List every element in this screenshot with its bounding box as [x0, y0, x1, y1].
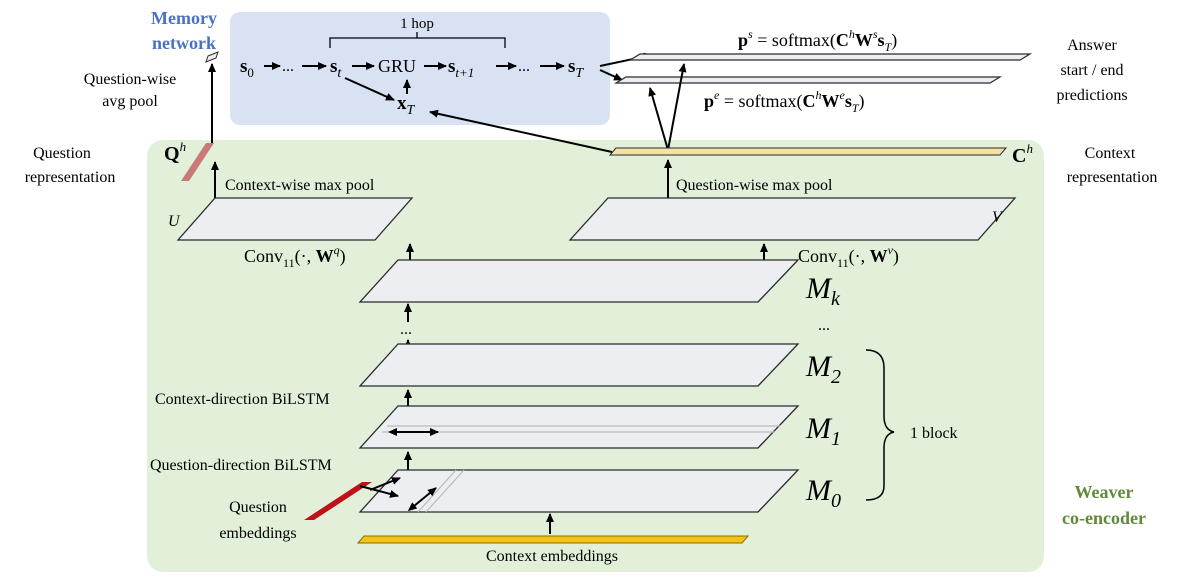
sT-node: sT — [568, 56, 584, 81]
crep-label-line1: Context — [1085, 145, 1136, 162]
weaver-title-line2: co-encoder — [1062, 508, 1146, 528]
gru-node: GRU — [378, 56, 416, 76]
st1-node: st+1 — [448, 56, 474, 80]
pe-layer — [613, 76, 1003, 84]
context-embeddings-bar — [356, 535, 750, 544]
V-label: V — [992, 209, 1004, 226]
c-emb-label: Context embeddings — [486, 548, 618, 565]
ps-layer — [627, 53, 1033, 61]
dots-left: ... — [400, 321, 412, 338]
chain-ellipsis-1: ... — [282, 58, 294, 75]
pe-formula: pe = softmax(ChWesT) — [704, 88, 865, 115]
dots-right: ... — [818, 317, 830, 334]
M0-label: M0 — [805, 474, 841, 512]
U-label: U — [168, 213, 181, 230]
hop-label: 1 hop — [400, 16, 434, 32]
question-bilstm-label: Question-direction BiLSTM — [150, 457, 332, 474]
answer-label-line1: Answer — [1067, 37, 1117, 54]
ps-formula: ps = softmax(ChWssT) — [738, 27, 897, 54]
xT-node: xT — [397, 93, 416, 118]
q-avg-pool-vector — [205, 51, 219, 63]
q-emb-label-line2: embeddings — [219, 525, 296, 542]
U-slab — [176, 197, 414, 241]
q-emb-label-line1: Question — [229, 499, 287, 516]
Mk-slab — [358, 259, 800, 303]
s0-node: s0 — [240, 56, 254, 80]
context-max-pool-label: Context-wise max pool — [225, 177, 375, 194]
memory-title-line1: Memory — [151, 8, 217, 28]
question-max-pool-label: Question-wise max pool — [676, 177, 833, 194]
M1-slab — [358, 405, 800, 449]
question-representation-bar — [181, 143, 214, 181]
ch-label: Ch — [1012, 141, 1033, 167]
M2-slab — [358, 343, 800, 387]
weaver-title-line1: Weaver — [1075, 482, 1134, 502]
context-representation-bar — [608, 147, 1008, 156]
qrep-label-line2: representation — [25, 169, 116, 186]
block-label: 1 block — [910, 425, 958, 442]
block-brace — [865, 349, 895, 501]
M1-label: M1 — [805, 412, 841, 450]
Mk-label: Mk — [805, 272, 841, 310]
conv-q-label: Conv11(·, Wq) — [244, 243, 346, 270]
avg-pool-label-line1: Question-wise — [84, 71, 176, 88]
conv-v-label: Conv11(·, Wv) — [798, 243, 899, 270]
M2-label: M2 — [805, 350, 841, 388]
qrep-label-line1: Question — [33, 145, 91, 162]
memory-title-line2: network — [152, 33, 216, 53]
answer-label-line2: start / end — [1060, 62, 1123, 79]
context-bilstm-label: Context-direction BiLSTM — [155, 391, 330, 408]
M0-slab — [358, 469, 800, 513]
qh-label: Qh — [164, 139, 186, 165]
answer-label-line3: predictions — [1056, 87, 1127, 104]
chain-ellipsis-2: ... — [518, 58, 530, 75]
st-node: st — [330, 56, 342, 81]
avg-pool-label-line2: avg pool — [102, 93, 158, 110]
V-slab — [568, 197, 1017, 241]
memory-network-background — [230, 12, 610, 125]
question-embeddings-bar — [304, 482, 372, 520]
crep-label-line2: representation — [1067, 169, 1158, 186]
